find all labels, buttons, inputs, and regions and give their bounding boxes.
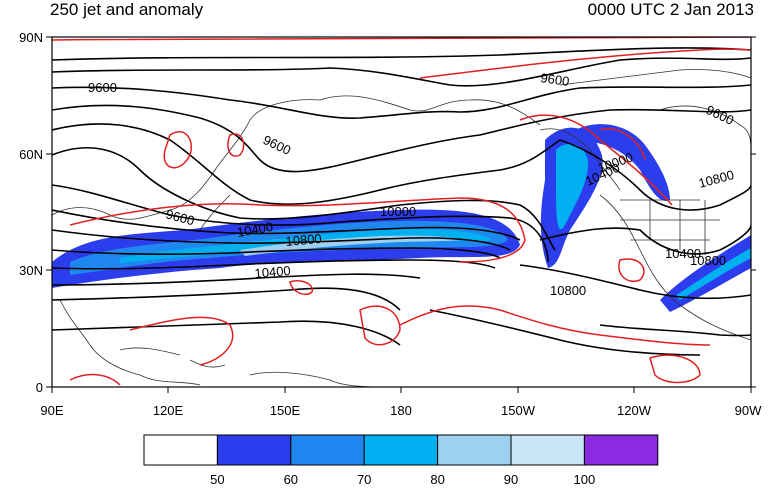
height-contours: [52, 47, 751, 356]
colorbar-label: 100: [574, 472, 596, 487]
map-timestamp: 0000 UTC 2 Jan 2013: [587, 0, 754, 19]
axis-ticks: [46, 36, 756, 393]
contour-label: 10800: [550, 283, 586, 298]
contour-label: 10000: [380, 204, 416, 219]
jet-ridge-north: [575, 124, 670, 201]
lon-label: 180: [390, 403, 412, 418]
japan: [199, 194, 231, 231]
lon-label: 90W: [735, 403, 762, 418]
colorbar-swatch: [583, 434, 659, 466]
australia-north: [249, 371, 381, 387]
contour-label: 10400: [665, 246, 701, 261]
lat-labels: 90N 60N 30N 0: [19, 30, 43, 395]
anomaly-13: [649, 354, 701, 384]
contour-1: [52, 47, 751, 61]
colorbar-swatch: [143, 434, 218, 466]
colorbar-swatch: [363, 434, 439, 466]
colorbar-swatch: [216, 434, 292, 466]
map-title: 250 jet and anomaly: [50, 0, 204, 19]
anomaly-9: [359, 305, 401, 346]
lon-label: 90E: [40, 403, 63, 418]
anomaly-6: [519, 114, 673, 206]
anomaly-4: [227, 133, 245, 157]
contour-6: [52, 147, 556, 251]
anomaly-14: [69, 373, 121, 386]
lon-label: 150E: [270, 403, 301, 418]
anomaly-8: [129, 316, 234, 366]
map-plot-area: 9600 9600 9600 9600 9600 10000 10400 108…: [52, 37, 751, 387]
anomaly-11: [289, 280, 314, 296]
contour-17: [599, 324, 751, 337]
anomaly-7: [599, 128, 646, 161]
contour-2: [52, 57, 751, 87]
colorbar-swatch: [290, 434, 365, 466]
lon-label: 150W: [501, 403, 536, 418]
contour-5: [52, 123, 561, 205]
jet-east-inner: [675, 248, 751, 300]
lon-label: 120W: [617, 403, 652, 418]
colorbar-swatch: [437, 434, 512, 466]
hudson: [659, 105, 751, 151]
contour-13: [52, 287, 401, 311]
indonesia: [119, 347, 226, 368]
colorbar-label: 70: [357, 472, 371, 487]
jet-trough-inner: [556, 143, 589, 230]
jet-shading: [52, 124, 751, 312]
colorbar-swatch: [510, 434, 585, 466]
contour-7: [52, 184, 549, 263]
contour-9: [52, 229, 511, 251]
se-asia-coast: [59, 299, 201, 386]
contour-15: [539, 224, 751, 255]
contour-label: 10400: [236, 219, 274, 240]
arctic-islands: [559, 69, 751, 86]
anomaly-12: [618, 258, 645, 282]
lat-label: 30N: [19, 263, 43, 278]
anomaly-3: [163, 131, 192, 169]
contour-label: 9600: [164, 206, 196, 228]
contour-3: [52, 84, 751, 119]
anomaly-10: [399, 305, 711, 346]
contour-4: [52, 104, 751, 173]
contour-10: [52, 247, 501, 259]
lon-labels: 90E 120E 150E 180 150W 120W 90W: [40, 403, 762, 418]
contour-14: [519, 264, 751, 300]
us-border: [620, 199, 720, 255]
lat-label: 60N: [19, 147, 43, 162]
lat-label: 90N: [19, 30, 43, 45]
lat-label: 0: [36, 380, 43, 395]
alaska-coast: [539, 128, 621, 191]
contour-12: [52, 273, 421, 286]
coastlines: [52, 69, 751, 387]
contour-19: [52, 320, 401, 346]
anomaly-2: [419, 48, 751, 79]
anomaly-5: [69, 197, 526, 263]
na-coast: [599, 194, 751, 341]
colorbar-label: 60: [284, 472, 298, 487]
contour-18: [429, 309, 701, 356]
contour-8: [52, 209, 521, 241]
jet-core-80: [240, 235, 460, 256]
asia-coast: [52, 95, 541, 220]
colorbar: 50 60 70 80 90 100: [143, 434, 659, 487]
contour-label: 10800: [285, 231, 322, 249]
contour-label: 10400: [254, 263, 291, 281]
contour-label: 10800: [690, 253, 726, 268]
colorbar-label: 50: [210, 472, 224, 487]
colorbar-label: 80: [430, 472, 444, 487]
contour-16: [559, 139, 751, 211]
colorbar-label: 90: [504, 472, 518, 487]
contour-label: 9600: [88, 80, 117, 95]
contour-11: [52, 259, 496, 270]
contour-label: 9600: [540, 70, 571, 89]
lon-label: 120E: [153, 403, 184, 418]
